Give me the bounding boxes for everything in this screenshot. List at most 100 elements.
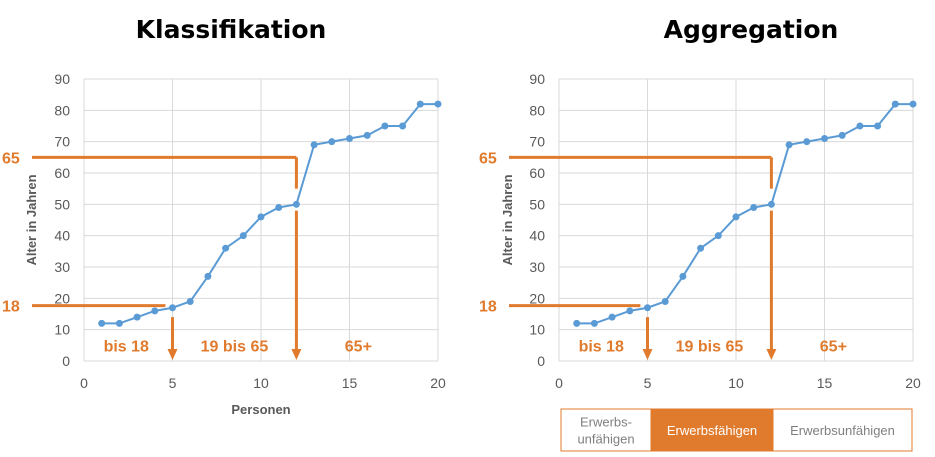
series-line [576,103,913,325]
data-point [399,122,407,130]
y-tick-label: 50 [529,196,545,212]
y-tick-label: 10 [54,322,70,338]
segment-label: 65+ [345,339,372,356]
legend-item-label: Erwerbs- [580,415,632,430]
threshold-label-65: 65 [479,150,497,167]
legend-item-box [650,408,774,452]
x-tick-label: 15 [817,375,833,391]
segment-label: 65+ [820,339,847,356]
data-point [909,100,917,108]
data-point [186,297,194,305]
chart-title: Klassifikation [136,15,327,44]
data-point [750,203,758,211]
legend-item-box [560,408,652,452]
legend-item-label: Erwerbsfähigen [667,423,757,438]
y-tick-label: 90 [54,71,70,87]
y-tick-label: 50 [54,196,70,212]
segment-label: bis 18 [104,339,149,356]
x-axis-title: Personen [231,402,290,417]
data-point [767,200,775,208]
legend-item-box [772,408,913,452]
x-tick-label: 0 [555,375,563,391]
data-point [803,138,811,146]
data-point [204,272,212,280]
y-axis-title: Alter in Jahren [24,174,39,265]
threshold-label-18: 18 [479,299,497,316]
y-tick-label: 80 [529,102,545,118]
legend-item-label: unfähigen [577,432,634,447]
y-tick-label: 40 [529,228,545,244]
threshold-label-65: 65 [2,150,20,167]
data-point [608,313,616,321]
data-point [151,307,159,315]
data-point [328,138,336,146]
x-tick-label: 5 [644,375,652,391]
data-point [346,135,353,143]
data-point [661,297,669,305]
chart-title: Aggregation [664,15,839,44]
y-tick-label: 30 [54,259,70,275]
y-tick-label: 20 [529,290,545,306]
data-point [874,122,882,130]
data-point [732,213,740,221]
series-line [101,103,438,325]
y-tick-label: 70 [54,134,70,150]
y-tick-label: 90 [529,71,545,87]
legend-item-label: Erwerbsunfähigen [790,423,895,438]
y-tick-label: 0 [62,353,70,369]
chart-1: Aggregation 0 10 20 30 40 50 60 70 80 90 0 5 10 15 20 Al… [479,15,921,452]
segment-label: bis 18 [579,339,624,356]
segment-label: 19 bis 65 [676,339,744,356]
data-point [714,232,722,240]
data-point [626,307,634,315]
data-point [239,232,247,240]
y-tick-label: 70 [529,134,545,150]
y-tick-label: 60 [54,165,70,181]
y-tick-label: 20 [54,290,70,306]
data-point [590,319,598,327]
threshold-label-18: 18 [2,299,20,316]
y-tick-label: 80 [54,102,70,118]
data-point [292,200,300,208]
legend: Erwerbs-unfähigen Erwerbsfähigen Erwerbsun… [560,408,913,452]
split-arrow-head [642,349,653,360]
data-point [838,131,846,139]
segment-label: 19 bis 65 [201,339,269,356]
split-arrow-head [167,349,178,360]
data-point [644,304,651,312]
data-point [275,203,283,211]
data-point [891,100,899,108]
split-arrow-head [291,349,302,360]
data-point [381,122,389,130]
x-tick-label: 10 [253,375,269,391]
data-point [697,244,705,252]
x-tick-label: 10 [728,375,744,391]
x-tick-label: 5 [169,375,177,391]
x-tick-label: 20 [430,375,446,391]
y-axis-title: Alter in Jahren [500,174,515,265]
data-point [133,313,141,321]
data-point [310,141,318,149]
data-point [169,304,176,312]
data-point [573,319,581,327]
data-point [416,100,424,108]
data-point [679,272,687,280]
data-point [363,131,371,139]
y-tick-label: 10 [529,322,545,338]
y-tick-label: 60 [529,165,545,181]
data-point [222,244,230,252]
y-tick-label: 30 [529,259,545,275]
data-point [98,319,106,327]
data-point [785,141,793,149]
data-point [434,100,442,108]
chart-0: Klassifikation 0 10 20 30 40 50 60 70 80 90 0 5 10 15 2… [2,15,446,417]
x-tick-label: 15 [342,375,358,391]
y-tick-label: 40 [54,228,70,244]
x-tick-label: 0 [80,375,88,391]
data-point [115,319,123,327]
data-point [821,135,828,143]
data-point [257,213,265,221]
data-point [856,122,864,130]
x-tick-label: 20 [905,375,921,391]
